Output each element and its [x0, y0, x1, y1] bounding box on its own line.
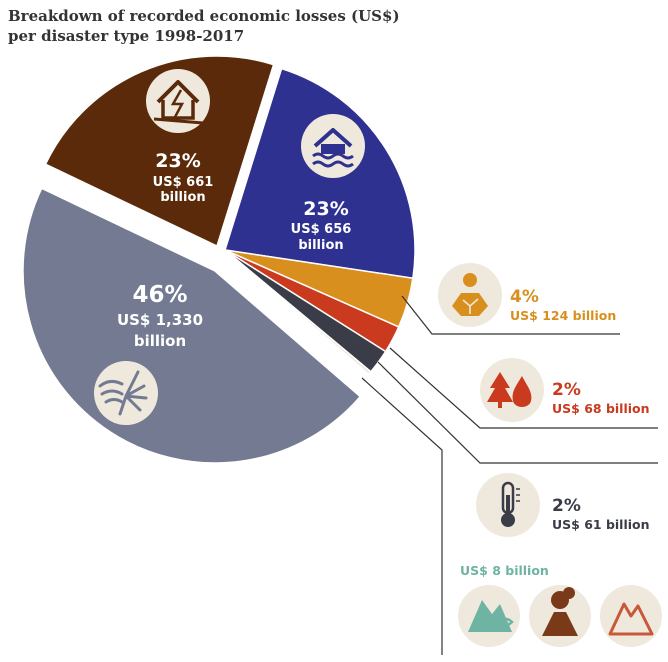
landslide-debris-icon	[499, 617, 514, 627]
bent-palm-tree-icon	[118, 370, 148, 416]
storm-wind-icon	[94, 361, 158, 425]
pine-tree-icon	[487, 372, 513, 402]
flooded-house-icon	[301, 114, 365, 178]
pie-slice-mass-movement	[224, 249, 372, 376]
extreme-temperature-percent-label: 2%	[552, 496, 581, 516]
house-roof-icon	[156, 80, 200, 104]
mountain-outline-icon	[608, 602, 654, 636]
flood-house-body-icon	[321, 144, 345, 154]
wildfire-percent-label: 2%	[552, 380, 581, 400]
cracked-earth-icon	[452, 293, 488, 316]
volcano-cone-icon	[542, 612, 578, 636]
house-walls-icon	[161, 100, 195, 120]
flame-icon	[512, 376, 532, 407]
sun-cracked-earth-icon	[438, 263, 502, 327]
landslide-icon	[458, 585, 520, 647]
drought-percent-label: 4%	[510, 287, 539, 307]
sun-icon	[463, 273, 477, 287]
water-wave-icon	[312, 160, 354, 168]
earthquake-percent-label: 23%	[155, 150, 200, 172]
wildfire-icon	[480, 358, 544, 422]
thermometer-mercury-icon	[506, 495, 510, 517]
wind-lines-icon	[98, 379, 124, 404]
leader-line-wildfire	[389, 347, 658, 429]
earthquake-amount-label: US$ 661	[153, 175, 214, 190]
ground-line-icon	[153, 117, 204, 125]
leader-line-mass-movement	[361, 377, 443, 655]
wildfire-icon-bg	[480, 358, 544, 422]
volcano-smoke-icon	[563, 587, 575, 599]
storm-unit-label: billion	[134, 332, 186, 350]
flood-house-roof-icon	[313, 128, 353, 148]
leader-line-extreme-temperature	[377, 361, 658, 464]
volcano-icon	[529, 585, 591, 647]
extreme-temperature-amount-label: US$ 61 billion	[552, 517, 650, 532]
storm-amount-label: US$ 1,330	[117, 311, 203, 329]
house-crack-icon	[146, 69, 210, 133]
pie-slice-earthquake	[44, 55, 275, 248]
thermometer-ticks-icon	[516, 488, 520, 502]
thermometer-icon	[476, 473, 540, 537]
tree-trunk-icon	[498, 402, 502, 408]
flood-percent-label: 23%	[303, 198, 348, 220]
crack-icon	[170, 89, 185, 118]
earthquake-unit-label: billion	[160, 190, 205, 205]
chart-title-line-1: Breakdown of recorded economic losses (U…	[8, 7, 400, 25]
drought-amount-label: US$ 124 billion	[510, 308, 616, 323]
leader-line-drought	[401, 295, 620, 335]
flood-unit-label: billion	[298, 238, 343, 253]
thermometer-bulb-icon	[501, 513, 515, 527]
mass-movement-amount-label: US$ 8 billion	[460, 563, 549, 578]
mountain-icon	[600, 585, 662, 647]
water-wave-icon	[312, 152, 354, 160]
storm-percent-label: 46%	[132, 282, 187, 308]
wildfire-amount-label: US$ 68 billion	[552, 401, 650, 416]
flood-amount-label: US$ 656	[291, 222, 352, 237]
earth-crack-icon	[462, 298, 479, 314]
chart-title-line-2: per disaster type 1998-2017	[8, 27, 244, 45]
